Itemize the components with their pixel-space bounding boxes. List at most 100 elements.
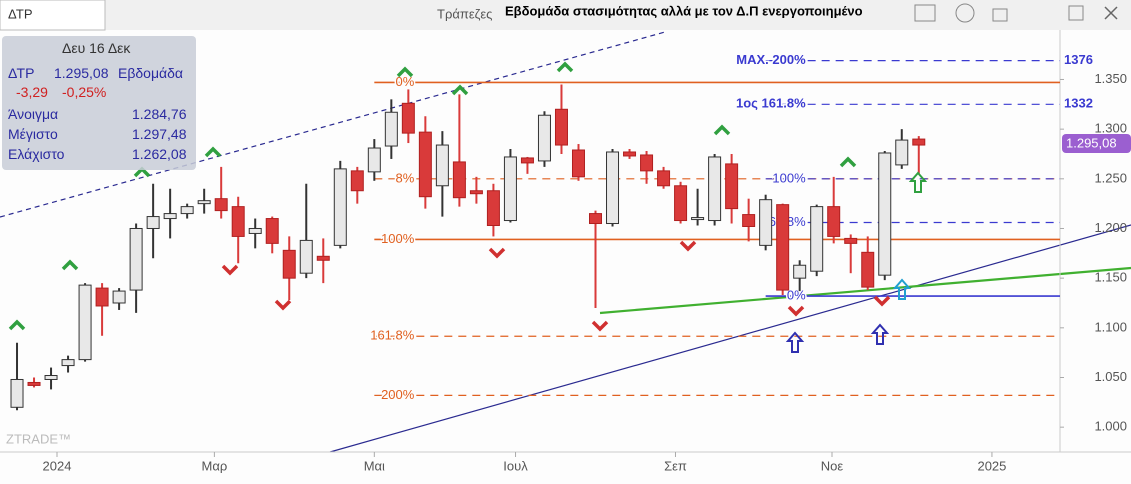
info-value: 1.297,48 [132,126,187,142]
info-box: Δευ 16 Δεκ ΔΤΡ 1.295,08 Εβδομάδα -3,29 -… [2,36,196,170]
symbol-tab-text: ΔΤΡ [8,6,33,21]
candle-body [759,199,773,246]
candle-body [95,287,109,307]
x-tick-label: Μαι [364,458,385,473]
icon-restore[interactable] [1068,5,1084,21]
candle-body [623,151,637,157]
trend-line-lower [329,224,1131,453]
info-symbol: ΔΤΡ [8,65,35,81]
price-tag: 1.295,08 [1066,135,1117,150]
candle-body [640,154,654,172]
candle-body [844,237,858,244]
sector: Τράπεζες [437,6,492,21]
candle-body [10,378,24,408]
candle-body [776,204,790,291]
y-tick-label: 1.100 [1094,319,1127,334]
y-tick-label: 1.200 [1094,220,1127,235]
candle-body [725,163,739,210]
candle-body [282,249,296,279]
sell-signal-icon [274,299,292,311]
buy-signal-icon [396,66,414,78]
fib-label: 1ος 161.8% [736,96,806,111]
arrow-icon [908,171,928,193]
candle-body [486,190,500,227]
x-tick-label: 2025 [977,458,1006,473]
fib-label: 161.8% [370,328,415,343]
symbol-tab[interactable] [0,0,106,31]
y-tick-label: 1.150 [1094,270,1127,285]
fib-label: 100% [772,170,806,185]
info-change: -3,29 [16,84,48,100]
info-price: 1.295,08 [54,65,109,81]
icon-window[interactable] [914,4,936,22]
sell-signal-icon [488,247,506,259]
candle-body [231,206,245,237]
candle-body [452,161,466,199]
candle-body [248,227,262,234]
candle-body [197,200,211,205]
candle-body [606,151,620,225]
candle-body [367,147,381,173]
fib-target: 1332 [1064,96,1093,111]
candle-body [861,251,875,288]
candle-body [895,139,909,166]
candle-body [657,170,671,187]
candle-body [265,218,279,244]
candle-body [61,359,75,367]
y-tick-label: 1.000 [1094,419,1127,434]
info-label: Μέγιστο [8,126,58,142]
candle-body [401,102,415,134]
candle-body [554,108,568,146]
candle-body [708,156,722,222]
sell-signal-icon [873,295,891,307]
fib-label: 100% [381,231,415,246]
info-label: Ελάχιστο [8,146,65,162]
x-tick-label: Νοε [821,458,844,473]
trend-channel-upper [0,31,666,218]
icon-close[interactable] [1104,6,1118,20]
candle-body [520,157,534,164]
candle-body [180,206,194,215]
y-tick-label: 1.350 [1094,71,1127,86]
candle-body [793,264,807,279]
icon-lock[interactable] [992,8,1008,22]
info-date: Δευ 16 Δεκ [62,40,131,56]
buy-signal-icon [451,84,469,96]
candle-body [691,217,705,221]
info-value: 1.262,08 [132,146,187,162]
info-period: Εβδομάδα [118,65,184,81]
info-label: Άνοιγμα [8,106,59,122]
fib-label: 0% [787,287,806,302]
chart-title: Εβδομάδα στασιμότητας αλλά με τον Δ.Π εν… [505,3,863,18]
candle-body [912,138,926,146]
x-tick-label: 2024 [43,458,72,473]
candle-body [674,185,688,222]
y-tick-label: 1.050 [1094,369,1127,384]
sell-signal-icon [221,264,239,276]
buy-signal-icon [8,319,26,331]
candle-body [418,131,432,198]
fib-label: 200% [381,387,415,402]
buy-signal-icon [713,124,731,136]
candle-body [350,170,364,192]
watermark: ZTRADE™ [6,431,71,446]
arrow-icon [870,323,890,345]
candle-body [129,227,143,291]
info-change-pct: -0,25% [62,84,107,100]
candle-body [537,114,551,162]
candle-body [78,284,92,361]
fib-label: 8% [396,170,415,185]
candle-body [742,214,756,227]
candle-body [27,381,41,386]
icon-quote[interactable] [955,3,975,23]
candle-body [299,239,313,274]
arrow-icon [892,278,912,300]
candle-body [44,375,58,380]
candle-body [435,144,449,187]
candle-body [112,290,126,304]
candle-body [333,168,347,246]
buy-signal-icon [839,156,857,168]
candle-body [384,111,398,147]
